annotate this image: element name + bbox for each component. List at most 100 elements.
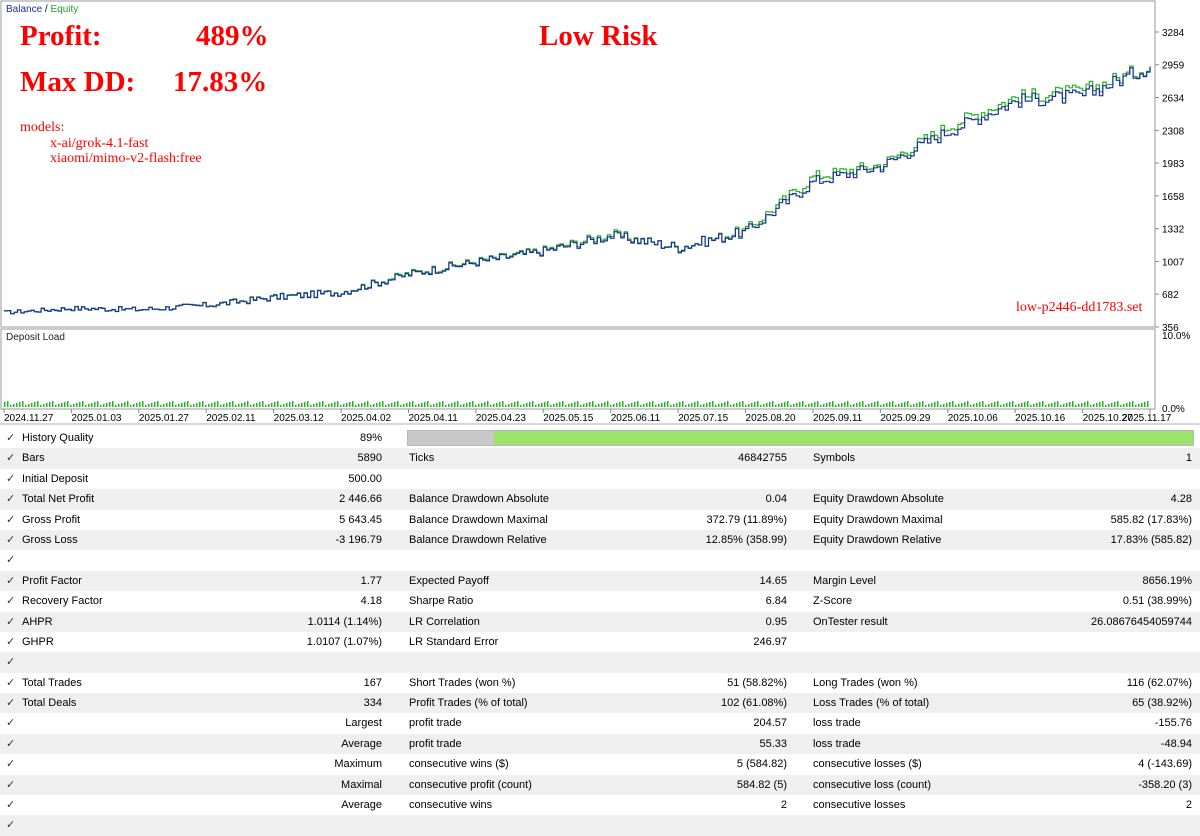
row-value-3: 0.51 (38.99%) [1122,595,1192,608]
deposit-load-bar [985,405,987,407]
deposit-load-bar [1054,402,1056,407]
deposit-load-bar [334,402,336,407]
table-row: ✓ Maximum consecutive wins ($) 5 (584.82) co… [0,754,1200,774]
checkmark-icon: ✓ [6,819,16,832]
deposit-load-bar [319,402,321,407]
row-value-1: Maximum [334,758,382,771]
row-label-2: LR Standard Error [409,635,499,648]
deposit-load-bar [601,403,603,407]
deposit-load-bar [865,405,867,407]
deposit-load-bar [670,405,672,407]
deposit-load-bar [832,401,834,407]
checkmark-icon: ✓ [6,717,16,730]
deposit-load-bar [1009,402,1011,407]
table-row: ✓ Average consecutive wins 2 consecutive los… [0,795,1200,815]
deposit-load-bar [463,404,465,407]
row-value-2: 46842755 [738,452,787,465]
history-quality-label: History Quality [22,432,94,444]
deposit-load-bar [331,403,333,407]
deposit-load-bar [529,402,531,407]
deposit-load-bar [808,404,810,407]
deposit-load-bar [79,402,81,407]
deposit-load-bar [250,405,252,407]
row-label-3: Z-Score [813,595,853,608]
row-value-3: 585.82 (17.83%) [1110,513,1192,526]
deposit-load-bar [1141,403,1143,407]
deposit-load-bar [1012,401,1014,407]
deposit-load-bar [835,405,837,407]
deposit-load-bar [547,401,549,407]
deposit-load-bar [844,402,846,407]
deposit-load-bar [394,402,396,407]
deposit-load-bar [1024,402,1026,407]
row-label-2: consecutive wins [409,799,493,812]
deposit-load-bar [901,403,903,407]
deposit-load-bar [673,404,675,407]
deposit-load-bar [55,405,57,407]
row-label-2: Short Trades (won %) [409,676,516,689]
row-value-3: 1 [1185,452,1192,465]
row-label-1: GHPR [22,635,54,648]
deposit-load-bar [181,403,183,407]
legend-separator: / [42,4,51,15]
deposit-load-bar [481,403,483,407]
row-value-1: 1.77 [360,574,382,587]
deposit-load-bar [238,404,240,407]
deposit-load-bar [868,404,870,407]
deposit-load-bar [454,402,456,407]
deposit-load-bar [553,404,555,407]
deposit-load-bar [265,405,267,407]
deposit-load-bar [346,403,348,407]
deposit-load-bar [358,404,360,407]
deposit-load-bar [130,405,132,407]
deposit-load-bar [712,401,714,407]
deposit-load-bar [412,401,414,407]
deposit-load-bar [403,404,405,407]
deposit-load-bar [793,404,795,407]
deposit-load-bar [142,401,144,407]
row-value-2: 102 (61.08%) [720,697,787,710]
deposit-load-bar [223,404,225,407]
deposit-load-bar [1129,402,1131,407]
deposit-load-bar [322,401,324,407]
deposit-load-bar [910,405,912,407]
deposit-load-bar [1108,404,1110,407]
deposit-load-bar [274,402,276,407]
report-table: ✓ History Quality 89% ✓ Bars 5890 Ticks 4684… [0,428,1200,836]
deposit-load-bar [751,403,753,407]
deposit-load-bar [49,402,51,407]
deposit-load-bar [493,404,495,407]
deposit-load-bar [94,402,96,407]
checkmark-icon: ✓ [6,452,16,465]
deposit-load-bar [214,402,216,407]
deposit-load-bar [934,402,936,407]
row-value-2: 246.97 [753,635,787,648]
checkmark-icon: ✓ [6,554,16,567]
deposit-load-bar [721,403,723,407]
deposit-load-bar [232,401,234,407]
deposit-load-bar [730,405,732,407]
deposit-load-bar [235,405,237,407]
deposit-load-bar [523,404,525,407]
checkmark-icon: ✓ [6,676,16,689]
deposit-load-bar [28,404,30,407]
deposit-load-bar [898,404,900,407]
row-label-2: Ticks [409,452,435,465]
deposit-load-bar [241,403,243,407]
table-row: ✓ Profit Factor 1.77 Expected Payoff 14.65 Ma… [0,570,1200,592]
row-value-2: 55.33 [759,737,787,750]
deposit-load-bar [559,402,561,407]
deposit-load-bar [478,404,480,407]
checkmark-icon: ✓ [6,472,16,485]
x-tick-label: 2025.01.27 [139,413,189,424]
row-label-2: Profit Trades (% of total) [409,697,528,710]
deposit-load-bar [724,402,726,407]
deposit-load-bar [718,404,720,407]
deposit-load-bar [622,401,624,407]
deposit-load-bar [211,403,213,407]
deposit-load-bar [595,405,597,407]
deposit-load-bar [931,403,933,407]
deposit-load-bar [1123,404,1125,407]
deposit-load-bar [1102,401,1104,407]
checkmark-icon: ✓ [6,799,16,812]
